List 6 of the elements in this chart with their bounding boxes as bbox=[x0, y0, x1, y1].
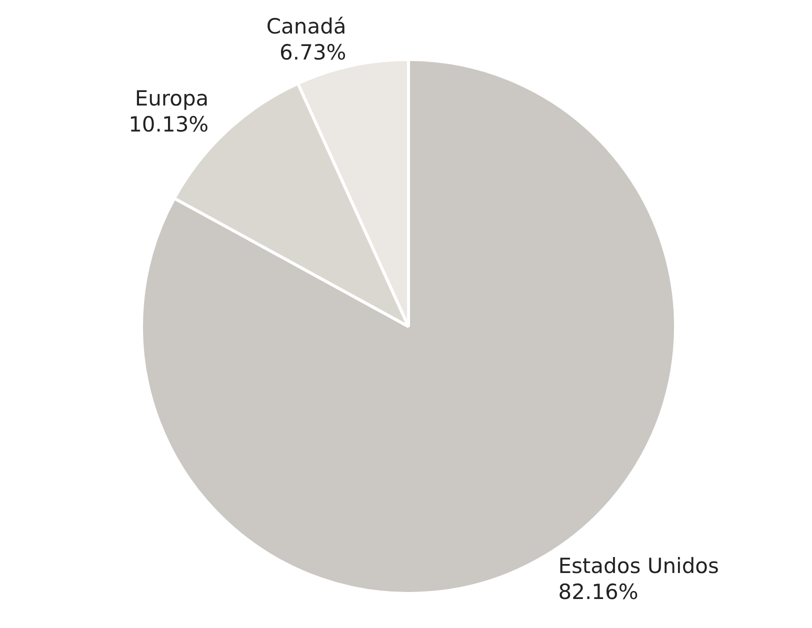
slice-label: Europa bbox=[134, 86, 209, 110]
slice-label: Canadá bbox=[266, 14, 346, 38]
data-label: 82.16% bbox=[558, 580, 638, 604]
data-label: 10.13% bbox=[128, 112, 209, 136]
slice-label: Estados Unidos bbox=[558, 554, 719, 578]
data-label: 6.73% bbox=[280, 40, 346, 64]
